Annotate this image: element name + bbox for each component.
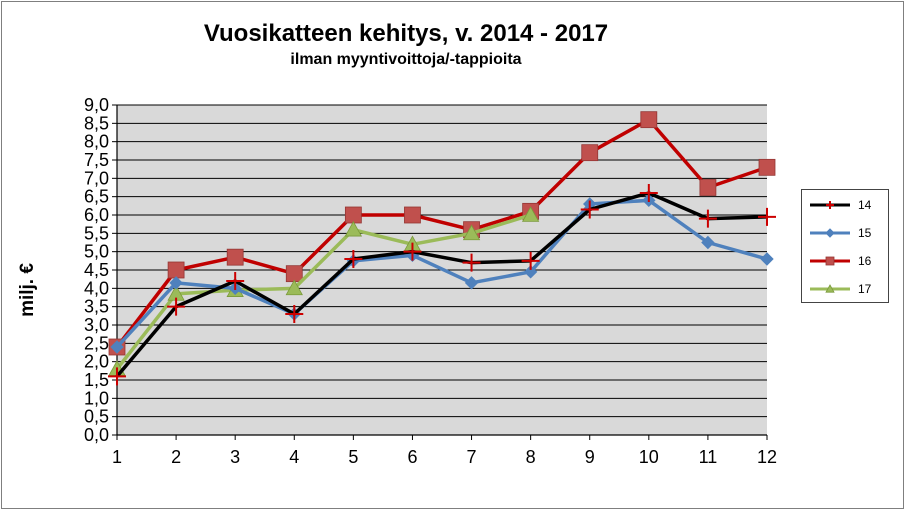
legend: 14 15 16 17 — [801, 189, 889, 303]
data-point — [464, 276, 479, 290]
x-tick-label: 7 — [467, 447, 477, 467]
legend-swatch — [810, 256, 850, 266]
chart-title: Vuosikatteen kehitys, v. 2014 - 2017 — [203, 20, 609, 47]
data-point — [699, 179, 717, 196]
series-line-14 — [115, 191, 768, 378]
series-14 — [108, 184, 776, 386]
legend-marker — [825, 228, 835, 238]
x-tick-label: 9 — [585, 447, 595, 467]
legend-marker — [825, 284, 835, 293]
y-tick-label: 8,0 — [84, 132, 109, 152]
data-point — [344, 206, 362, 224]
data-point — [581, 144, 599, 162]
series-line-17 — [115, 213, 532, 371]
data-point — [344, 220, 363, 237]
legend-label: 16 — [858, 254, 872, 268]
data-point — [167, 261, 185, 279]
data-point — [580, 200, 599, 219]
legend-item: 16 — [802, 251, 888, 271]
x-tick-label: 10 — [639, 447, 659, 467]
y-tick-label: 3,5 — [84, 297, 109, 317]
data-point — [167, 297, 186, 316]
y-tick-label: 1,0 — [84, 388, 109, 408]
data-point — [760, 252, 774, 266]
y-tick-label: 0,0 — [84, 425, 109, 445]
y-tick-label: 6,0 — [84, 205, 109, 225]
legend-label: 17 — [858, 282, 872, 296]
x-tick-label: 4 — [289, 447, 299, 467]
y-tick-label: 4,0 — [84, 278, 109, 298]
data-point — [521, 251, 540, 270]
data-point — [758, 207, 776, 226]
data-point — [701, 235, 715, 250]
data-point — [226, 248, 244, 266]
y-tick-label: 3,0 — [84, 315, 109, 335]
y-tick-label: 7,0 — [84, 168, 109, 188]
legend-swatch — [810, 201, 850, 209]
legend-swatch — [810, 228, 850, 238]
data-point — [521, 206, 540, 222]
chart-subtitle: ilman myyntivoittoja/-tappioita — [290, 51, 522, 68]
data-point — [758, 158, 776, 176]
y-tick-label: 2,5 — [84, 333, 109, 353]
data-point — [285, 279, 303, 296]
legend-marker — [826, 201, 834, 209]
legend-label: 14 — [858, 198, 872, 212]
data-point — [344, 250, 363, 268]
data-point — [285, 305, 304, 323]
x-tick-label: 12 — [757, 447, 777, 467]
y-tick-label: 4,5 — [84, 260, 109, 280]
legend-item: 17 — [802, 279, 888, 299]
legend-item: 15 — [802, 223, 888, 243]
y-tick-label: 5,0 — [84, 242, 109, 262]
y-tick-label: 8,5 — [84, 113, 109, 133]
x-tick-label: 2 — [171, 447, 181, 467]
y-tick-label: 7,5 — [84, 150, 109, 170]
data-point — [108, 367, 126, 386]
series-line-15 — [115, 198, 768, 349]
y-tick-label: 1,5 — [84, 370, 109, 390]
data-point — [698, 209, 717, 228]
x-tick-label: 3 — [230, 447, 240, 467]
data-point — [169, 276, 183, 290]
legend-marker — [825, 256, 835, 266]
y-tick-label: 5,5 — [84, 223, 109, 243]
y-tick-label: 9,0 — [84, 95, 109, 115]
x-tick-label: 8 — [526, 447, 536, 467]
x-tick-label: 11 — [699, 447, 718, 467]
y-tick-label: 0,5 — [84, 407, 109, 427]
data-point — [523, 265, 538, 279]
data-point — [285, 265, 303, 283]
x-tick-label: 6 — [407, 447, 417, 467]
data-point — [404, 206, 421, 224]
legend-swatch — [810, 284, 850, 293]
data-point — [110, 340, 124, 354]
data-point — [462, 224, 481, 241]
legend-item: 14 — [802, 195, 888, 215]
y-tick-label: 2,0 — [84, 352, 109, 372]
x-tick-label: 5 — [348, 447, 358, 467]
data-point — [639, 184, 658, 202]
data-point — [226, 272, 245, 290]
y-tick-label: 6,5 — [84, 187, 109, 207]
x-tick-label: 1 — [112, 447, 122, 467]
series-line-16 — [115, 117, 768, 349]
data-point — [403, 242, 422, 261]
data-point — [640, 111, 658, 129]
data-point — [462, 253, 481, 272]
legend-label: 15 — [858, 226, 872, 240]
